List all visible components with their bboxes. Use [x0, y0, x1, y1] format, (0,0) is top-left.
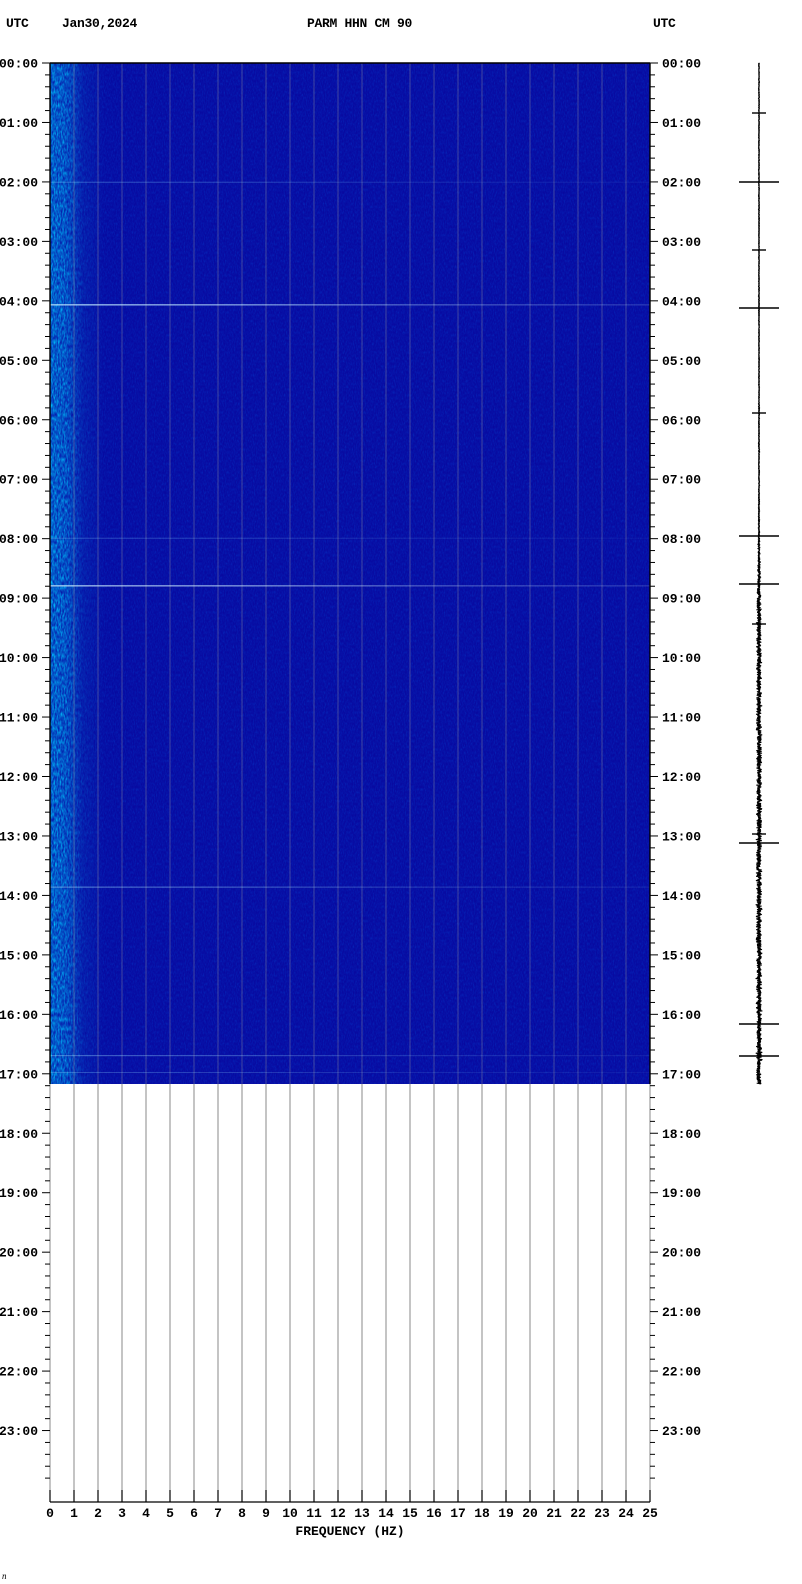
svg-text:FREQUENCY (HZ): FREQUENCY (HZ) — [295, 1524, 404, 1539]
svg-text:02:00: 02:00 — [662, 175, 701, 190]
svg-text:2: 2 — [94, 1506, 102, 1521]
svg-text:03:00: 03:00 — [0, 235, 38, 250]
svg-text:17: 17 — [450, 1506, 466, 1521]
svg-text:23:00: 23:00 — [662, 1424, 701, 1439]
svg-text:21:00: 21:00 — [662, 1305, 701, 1320]
svg-text:01:00: 01:00 — [662, 116, 701, 131]
svg-text:4: 4 — [142, 1506, 150, 1521]
svg-text:12:00: 12:00 — [0, 770, 38, 785]
svg-text:6: 6 — [190, 1506, 198, 1521]
svg-text:06:00: 06:00 — [0, 413, 38, 428]
svg-text:15:00: 15:00 — [0, 948, 38, 963]
svg-text:20:00: 20:00 — [662, 1246, 701, 1261]
svg-text:14: 14 — [378, 1506, 394, 1521]
svg-text:17:00: 17:00 — [662, 1067, 701, 1082]
svg-text:00:00: 00:00 — [662, 57, 701, 72]
svg-text:24: 24 — [618, 1506, 634, 1521]
svg-text:04:00: 04:00 — [662, 294, 701, 309]
svg-text:10:00: 10:00 — [0, 651, 38, 666]
svg-text:20:00: 20:00 — [0, 1246, 38, 1261]
svg-text:7: 7 — [214, 1506, 222, 1521]
svg-text:9: 9 — [262, 1506, 270, 1521]
svg-text:15:00: 15:00 — [662, 948, 701, 963]
svg-text:09:00: 09:00 — [662, 592, 701, 607]
svg-text:19: 19 — [498, 1506, 514, 1521]
svg-text:16: 16 — [426, 1506, 442, 1521]
svg-text:18:00: 18:00 — [662, 1127, 701, 1142]
svg-text:02:00: 02:00 — [0, 175, 38, 190]
svg-text:10:00: 10:00 — [662, 651, 701, 666]
svg-text:8: 8 — [238, 1506, 246, 1521]
svg-text:08:00: 08:00 — [662, 532, 701, 547]
svg-text:22: 22 — [570, 1506, 586, 1521]
svg-text:18:00: 18:00 — [0, 1127, 38, 1142]
svg-text:0: 0 — [46, 1506, 54, 1521]
svg-text:11: 11 — [306, 1506, 322, 1521]
svg-text:08:00: 08:00 — [0, 532, 38, 547]
svg-text:01:00: 01:00 — [0, 116, 38, 131]
svg-text:12:00: 12:00 — [662, 770, 701, 785]
svg-text:23: 23 — [594, 1506, 610, 1521]
svg-text:20: 20 — [522, 1506, 538, 1521]
svg-text:10: 10 — [282, 1506, 298, 1521]
svg-text:19:00: 19:00 — [662, 1186, 701, 1201]
svg-text:1: 1 — [70, 1506, 78, 1521]
svg-text:22:00: 22:00 — [662, 1365, 701, 1380]
svg-text:05:00: 05:00 — [0, 354, 38, 369]
svg-text:14:00: 14:00 — [0, 889, 38, 904]
svg-text:14:00: 14:00 — [662, 889, 701, 904]
svg-text:25: 25 — [642, 1506, 658, 1521]
svg-text:n: n — [2, 1571, 7, 1581]
svg-text:11:00: 11:00 — [0, 711, 38, 726]
svg-text:16:00: 16:00 — [0, 1008, 38, 1023]
svg-text:18: 18 — [474, 1506, 490, 1521]
svg-text:19:00: 19:00 — [0, 1186, 38, 1201]
svg-text:11:00: 11:00 — [662, 711, 701, 726]
svg-text:13: 13 — [354, 1506, 370, 1521]
svg-text:22:00: 22:00 — [0, 1365, 38, 1380]
svg-text:21:00: 21:00 — [0, 1305, 38, 1320]
svg-text:23:00: 23:00 — [0, 1424, 38, 1439]
svg-text:21: 21 — [546, 1506, 562, 1521]
svg-text:3: 3 — [118, 1506, 126, 1521]
svg-text:06:00: 06:00 — [662, 413, 701, 428]
svg-text:12: 12 — [330, 1506, 346, 1521]
svg-text:13:00: 13:00 — [0, 829, 38, 844]
svg-text:5: 5 — [166, 1506, 174, 1521]
svg-text:00:00: 00:00 — [0, 57, 38, 72]
svg-text:05:00: 05:00 — [662, 354, 701, 369]
svg-text:15: 15 — [402, 1506, 418, 1521]
svg-text:04:00: 04:00 — [0, 294, 38, 309]
svg-text:16:00: 16:00 — [662, 1008, 701, 1023]
svg-text:03:00: 03:00 — [662, 235, 701, 250]
svg-text:07:00: 07:00 — [662, 473, 701, 488]
svg-text:17:00: 17:00 — [0, 1067, 38, 1082]
svg-text:13:00: 13:00 — [662, 829, 701, 844]
svg-text:09:00: 09:00 — [0, 592, 38, 607]
svg-text:07:00: 07:00 — [0, 473, 38, 488]
